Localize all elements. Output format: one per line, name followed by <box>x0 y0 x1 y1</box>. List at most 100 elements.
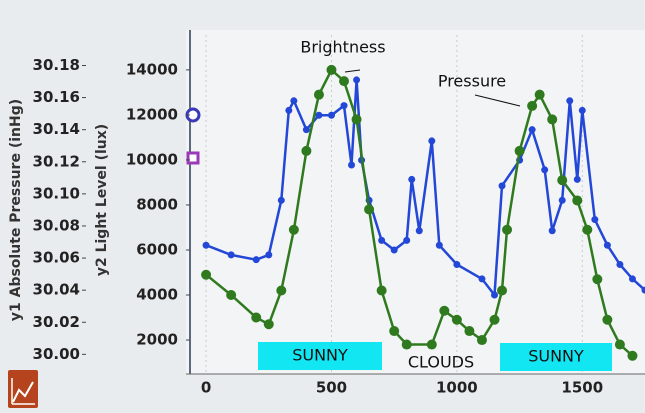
data-point <box>573 175 581 183</box>
data-point <box>451 314 462 325</box>
data-point <box>428 137 436 145</box>
data-point <box>327 111 335 119</box>
y1-tick-label: 30.16 <box>33 88 80 106</box>
y2-tick-label: 8000 <box>136 195 178 213</box>
y2-tick-label: 14000 <box>126 60 178 78</box>
annotation-arrow <box>474 94 521 107</box>
data-point <box>376 285 387 296</box>
y2-axis-title: y2 Light Level (lux) <box>94 124 110 276</box>
data-point <box>252 256 260 264</box>
y1-tick-label: 30.10 <box>33 184 80 202</box>
y1-tick-label: 30.00 <box>33 345 80 363</box>
data-point <box>557 175 568 186</box>
annotation: Brightness <box>300 38 385 57</box>
data-point <box>340 102 348 110</box>
data-point <box>514 145 525 156</box>
data-point <box>315 111 323 119</box>
data-point <box>403 236 411 244</box>
data-point <box>527 100 538 111</box>
annotation-box <box>500 343 612 371</box>
data-point <box>582 224 593 235</box>
data-point <box>558 196 566 204</box>
data-point <box>614 339 625 350</box>
data-point <box>641 286 645 294</box>
data-point <box>534 89 545 100</box>
y2-tick-label: 12000 <box>126 105 178 123</box>
data-point <box>578 106 586 114</box>
data-point <box>288 224 299 235</box>
data-point <box>277 196 285 204</box>
y1-tick-label: 30.12 <box>33 152 80 170</box>
legend-marker <box>186 151 200 165</box>
data-point <box>408 175 416 183</box>
data-point <box>389 326 400 337</box>
data-point <box>591 216 599 224</box>
y2-tick-label: 2000 <box>136 331 178 349</box>
data-point <box>339 76 350 87</box>
data-point <box>302 126 310 134</box>
data-point <box>285 106 293 114</box>
y2-tick-label: 6000 <box>136 240 178 258</box>
data-point <box>251 312 262 323</box>
data-point <box>628 275 636 283</box>
data-point <box>353 76 361 84</box>
data-point <box>541 166 549 174</box>
data-point <box>548 227 556 235</box>
y1-tick-label: 30.02 <box>33 313 80 331</box>
data-point <box>498 182 506 190</box>
data-point <box>290 97 298 105</box>
data-point <box>528 126 536 134</box>
y1-tick-label: 30.18 <box>33 56 80 74</box>
data-point <box>227 251 235 259</box>
annotation: SUNNY <box>528 347 584 366</box>
x-tick-label: 500 <box>316 379 347 397</box>
y1-tick-label: 30.08 <box>33 216 80 234</box>
data-point <box>226 290 237 301</box>
data-point <box>497 285 508 296</box>
annotation: CLOUDS <box>408 353 474 372</box>
data-point <box>415 227 423 235</box>
data-point <box>348 161 356 169</box>
data-point <box>502 224 513 235</box>
data-point <box>453 260 461 268</box>
data-point <box>201 269 212 280</box>
data-point <box>547 114 558 125</box>
y2-tick-label: 10000 <box>126 150 178 168</box>
data-point <box>603 241 611 249</box>
data-point <box>390 246 398 254</box>
data-point <box>592 274 603 285</box>
data-point <box>572 195 583 206</box>
data-point <box>326 64 337 75</box>
data-point <box>351 114 362 125</box>
data-point <box>439 305 450 316</box>
data-point <box>313 89 324 100</box>
x-tick-label: 0 <box>201 379 211 397</box>
data-point <box>263 319 274 330</box>
data-point <box>435 241 443 249</box>
y1-tick-label: 30.04 <box>33 281 80 299</box>
data-point <box>265 251 273 259</box>
data-point <box>301 145 312 156</box>
annotation: SUNNY <box>292 346 348 365</box>
app-icon[interactable] <box>8 370 38 408</box>
data-point <box>627 350 638 361</box>
y2-tick-label: 4000 <box>136 286 178 304</box>
data-point <box>276 285 287 296</box>
data-point <box>566 97 574 105</box>
data-point <box>464 326 475 337</box>
data-point <box>489 314 500 325</box>
data-point <box>476 335 487 346</box>
annotation: Pressure <box>438 72 506 91</box>
x-tick-label: 1500 <box>561 379 603 397</box>
annotation-box <box>258 342 382 370</box>
data-point <box>491 291 499 299</box>
data-point <box>378 236 386 244</box>
data-point <box>602 314 613 325</box>
data-point <box>364 204 375 215</box>
data-point <box>426 339 437 350</box>
data-point <box>478 275 486 283</box>
x-tick-label: 1000 <box>436 379 478 397</box>
y1-tick-label: 30.06 <box>33 249 80 267</box>
data-point <box>616 260 624 268</box>
